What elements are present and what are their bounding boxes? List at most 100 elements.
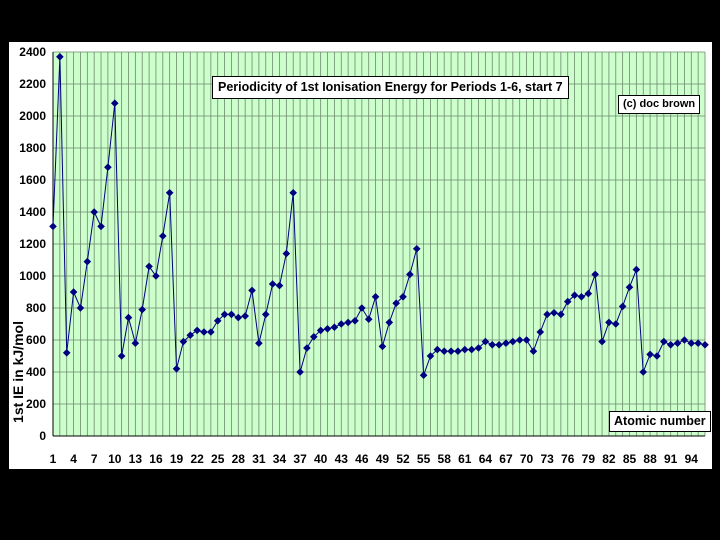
x-tick-label: 28	[232, 452, 246, 466]
data-point	[90, 208, 98, 216]
data-point	[481, 337, 490, 346]
y-tick-label: 1000	[19, 269, 46, 283]
series-line	[52, 56, 706, 376]
chart-title: Periodicity of 1st Ionisation Energy for…	[212, 76, 569, 99]
data-point	[316, 326, 325, 335]
data-point	[673, 339, 682, 347]
data-point	[563, 297, 572, 306]
axes	[52, 52, 705, 437]
data-point	[268, 280, 277, 288]
data-point	[392, 299, 400, 307]
data-point	[69, 288, 78, 296]
y-tick-label: 400	[26, 365, 46, 379]
data-point	[680, 336, 689, 344]
x-tick-label: 61	[458, 452, 472, 466]
data-point	[138, 305, 147, 314]
data-point	[282, 249, 291, 258]
data-point	[330, 323, 339, 331]
x-tick-label: 73	[540, 452, 554, 466]
data-point	[611, 320, 620, 328]
data-point	[117, 352, 126, 360]
data-point	[200, 328, 208, 336]
data-point	[358, 304, 366, 312]
chart-figure: 0 200 400 600 800 1000 1200 1400 1600 1800 2000 220…	[9, 42, 712, 469]
data-point	[275, 281, 284, 290]
y-tick-label: 1400	[19, 205, 46, 219]
data-point	[152, 272, 160, 280]
data-point	[460, 345, 469, 354]
x-tick-label: 43	[335, 452, 349, 466]
data-point	[399, 293, 407, 301]
x-tick-label: 46	[355, 452, 369, 466]
x-tick-label: 25	[211, 452, 225, 466]
data-point	[433, 345, 442, 354]
data-point	[618, 302, 627, 311]
data-point	[213, 317, 222, 325]
data-point	[694, 339, 702, 347]
data-point	[550, 309, 558, 317]
x-tick-label: 91	[664, 452, 678, 466]
grid-lines	[52, 51, 706, 437]
y-tick-label: 2000	[19, 109, 46, 123]
data-point	[83, 257, 92, 266]
data-point	[522, 336, 531, 344]
y-tick-label: 600	[26, 333, 46, 347]
data-point	[371, 293, 380, 301]
data-point	[660, 337, 668, 346]
y-tick-label: 1800	[19, 141, 46, 155]
data-point	[701, 341, 709, 349]
data-point	[666, 341, 675, 349]
data-point	[515, 336, 524, 344]
x-tick-label: 13	[129, 452, 143, 466]
x-tick-label: 52	[396, 452, 410, 466]
data-point	[159, 232, 167, 240]
x-tick-label: 67	[499, 452, 513, 466]
data-point	[172, 365, 181, 373]
data-point	[591, 270, 599, 279]
tick-labels: 0 200 400 600 800 1000 1200 1400 1600 1800 2000 220…	[19, 45, 698, 466]
data-point	[227, 310, 236, 319]
data-point	[351, 317, 359, 325]
data-point	[440, 347, 448, 355]
data-point	[49, 222, 57, 231]
data-point	[303, 344, 311, 352]
y-axis-label: 1st IE in kJ/mol	[10, 321, 26, 423]
chart-svg: 0 200 400 600 800 1000 1200 1400 1600 1800 2000 220…	[10, 45, 709, 466]
data-point	[639, 368, 648, 376]
data-point	[364, 315, 373, 323]
x-tick-label: 76	[561, 452, 575, 466]
x-tick-label: 37	[293, 452, 307, 466]
data-point	[145, 262, 153, 271]
data-point	[557, 310, 565, 319]
data-point	[234, 313, 243, 322]
y-tick-label: 2400	[19, 45, 46, 59]
data-point	[220, 310, 229, 319]
data-point	[584, 289, 593, 298]
data-point	[653, 352, 661, 360]
x-tick-label: 7	[91, 452, 98, 466]
data-point	[261, 310, 270, 319]
data-point	[646, 350, 654, 359]
data-point	[76, 304, 85, 312]
data-point	[474, 344, 483, 352]
x-tick-label: 85	[623, 452, 637, 466]
x-tick-label: 82	[602, 452, 616, 466]
data-point	[536, 328, 545, 336]
x-tick-label: 34	[273, 452, 287, 466]
data-point	[296, 368, 304, 376]
data-point	[179, 337, 188, 346]
data-point	[426, 352, 435, 360]
data-point	[310, 333, 318, 341]
x-tick-label: 64	[479, 452, 493, 466]
data-point	[248, 286, 256, 295]
data-point	[207, 328, 215, 336]
data-point	[344, 318, 352, 327]
data-point	[97, 222, 105, 231]
x-tick-label: 19	[170, 452, 184, 466]
data-point	[687, 339, 696, 347]
data-point	[406, 270, 414, 279]
data-point	[495, 341, 503, 349]
x-tick-label: 4	[70, 452, 77, 466]
x-tick-label: 1	[50, 452, 57, 466]
data-point	[165, 189, 174, 197]
